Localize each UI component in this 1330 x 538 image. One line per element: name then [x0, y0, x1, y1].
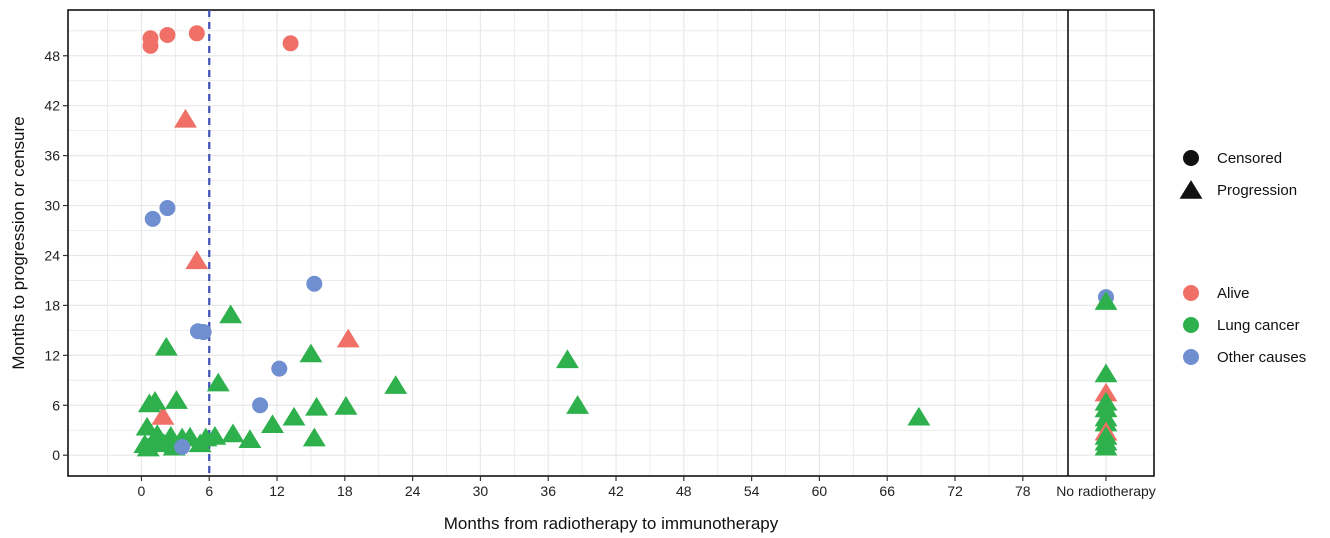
plot-panel-border — [67, 9, 1155, 477]
axes: 0 6 12 18 24 30 36 42 48 0 6 12 18 24 30 36 42 48 54 60 66 72… — [44, 48, 1155, 499]
data-point-triangle — [1094, 363, 1118, 383]
data-point-triangle — [1094, 436, 1118, 456]
data-point-triangle — [1094, 291, 1118, 310]
data-point-circle — [252, 397, 269, 414]
legend-label-other-causes: Other causes — [1217, 349, 1306, 366]
data-point-triangle — [219, 304, 243, 324]
x-tick-label: 30 — [473, 483, 489, 499]
data-point-circle — [188, 25, 205, 42]
data-point-triangle — [305, 396, 329, 416]
data-point-triangle — [336, 328, 360, 348]
data-points — [133, 25, 1118, 457]
data-point-triangle — [188, 433, 212, 453]
data-point-circle — [144, 210, 161, 227]
x-tick-label: 54 — [744, 483, 760, 499]
data-point-triangle — [203, 425, 227, 445]
data-point-triangle — [151, 405, 175, 425]
data-point-triangle — [302, 427, 326, 447]
y-tick-label: 6 — [52, 397, 60, 413]
data-point-circle — [306, 275, 323, 292]
x-tick-label: 6 — [205, 483, 213, 499]
data-point-triangle — [566, 395, 590, 414]
legend-label-lung-cancer: Lung cancer — [1217, 317, 1300, 334]
x-tick-label: 0 — [138, 483, 146, 499]
x-tick-label-no-radiotherapy: No radiotherapy — [1056, 483, 1156, 499]
data-point-triangle — [1179, 180, 1203, 199]
data-point-circle — [195, 324, 212, 341]
x-tick-label: 78 — [1015, 483, 1031, 499]
data-point-circle — [159, 26, 176, 43]
data-point-circle — [159, 200, 176, 217]
data-point-circle — [174, 438, 191, 455]
data-point-circle — [1183, 285, 1199, 301]
y-tick-label: 30 — [44, 198, 60, 214]
x-tick-label: 66 — [879, 483, 895, 499]
legend-label-censored: Censored — [1217, 150, 1282, 167]
legend: Censored Progression Alive Lung cancer Other… — [1179, 150, 1306, 366]
data-point-circle — [1183, 349, 1199, 365]
y-tick-label: 36 — [44, 148, 60, 164]
data-point-circle — [1183, 150, 1199, 166]
data-point-triangle — [384, 375, 408, 394]
data-point-triangle — [238, 429, 262, 449]
x-tick-label: 42 — [608, 483, 624, 499]
x-tick-label: 36 — [540, 483, 556, 499]
x-tick-label: 60 — [812, 483, 828, 499]
data-point-circle — [282, 35, 299, 52]
grid-lines — [68, 10, 1154, 476]
data-point-circle — [142, 37, 159, 54]
y-tick-label: 12 — [44, 347, 60, 363]
data-point-triangle — [174, 108, 197, 128]
data-point-triangle — [261, 414, 284, 434]
data-point-triangle — [221, 423, 245, 443]
data-point-triangle — [165, 390, 188, 409]
legend-label-progression: Progression — [1217, 182, 1297, 199]
data-point-circle — [271, 360, 288, 377]
x-tick-label: 12 — [269, 483, 285, 499]
x-tick-label: 18 — [337, 483, 353, 499]
y-tick-label: 42 — [44, 98, 60, 114]
data-point-triangle — [282, 406, 306, 426]
data-point-triangle — [206, 372, 230, 392]
data-point-triangle — [135, 416, 159, 436]
y-tick-label: 24 — [44, 247, 60, 263]
x-tick-label: 24 — [405, 483, 421, 499]
data-point-circle — [1183, 317, 1199, 333]
data-point-triangle — [136, 437, 160, 457]
data-point-triangle — [299, 343, 323, 363]
data-point-triangle — [143, 391, 167, 410]
y-axis-title: Months to progression or censure — [9, 116, 28, 369]
y-tick-label: 18 — [44, 297, 60, 313]
data-point-triangle — [185, 250, 209, 270]
data-point-triangle — [555, 349, 579, 369]
data-point-triangle — [154, 336, 178, 356]
x-axis-title: Months from radiotherapy to immunotherap… — [444, 514, 779, 533]
legend-label-alive: Alive — [1217, 285, 1250, 302]
y-tick-label: 0 — [52, 447, 60, 463]
x-tick-label: 72 — [947, 483, 963, 499]
x-tick-label: 48 — [676, 483, 692, 499]
data-point-triangle — [334, 396, 358, 415]
data-point-triangle — [907, 406, 931, 426]
y-tick-label: 48 — [44, 48, 60, 64]
